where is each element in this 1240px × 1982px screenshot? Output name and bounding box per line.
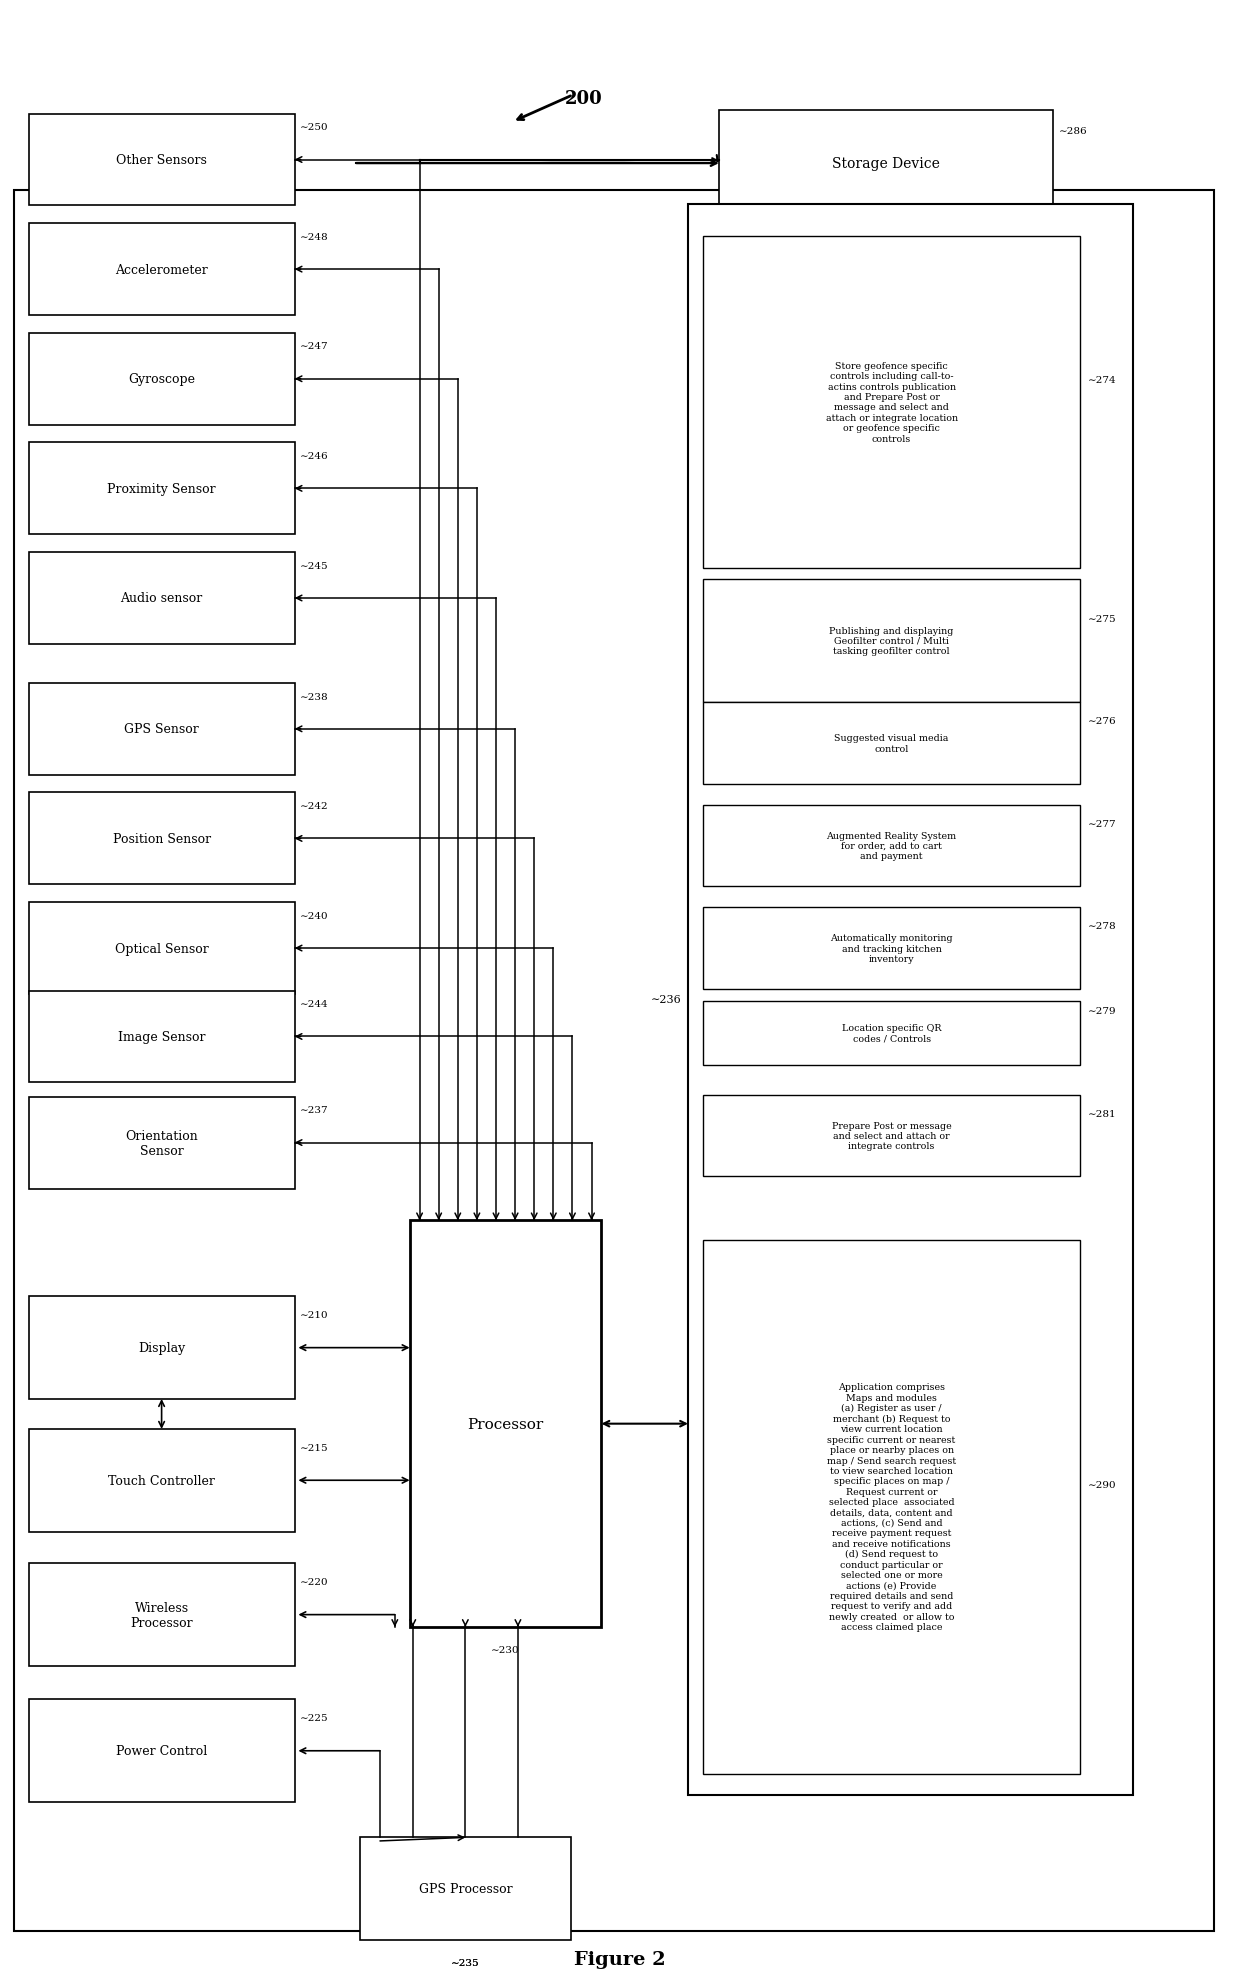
Text: Position Sensor: Position Sensor bbox=[113, 832, 211, 846]
Text: Location specific QR
codes / Controls: Location specific QR codes / Controls bbox=[842, 1025, 941, 1043]
Bar bbox=[29, 115, 295, 206]
Text: ∼230: ∼230 bbox=[491, 1645, 520, 1653]
Bar bbox=[409, 1221, 601, 1627]
Text: Augmented Reality System
for order, add to cart
and payment: Augmented Reality System for order, add … bbox=[827, 830, 956, 860]
Bar bbox=[29, 224, 295, 315]
Text: ∼286: ∼286 bbox=[1059, 127, 1087, 135]
Bar bbox=[29, 684, 295, 775]
Text: ∼277: ∼277 bbox=[1087, 819, 1116, 828]
Text: ∼248: ∼248 bbox=[300, 232, 329, 242]
Text: ∼245: ∼245 bbox=[300, 561, 329, 571]
Text: ∼238: ∼238 bbox=[300, 692, 329, 702]
Text: Application comprises
Maps and modules
(a) Register as user /
merchant (b) Reque: Application comprises Maps and modules (… bbox=[827, 1383, 956, 1631]
Text: Processor: Processor bbox=[467, 1417, 543, 1431]
Text: Touch Controller: Touch Controller bbox=[108, 1475, 215, 1486]
Bar bbox=[703, 1096, 1080, 1177]
Text: Figure 2: Figure 2 bbox=[574, 1950, 666, 1968]
Bar bbox=[703, 1241, 1080, 1774]
Text: ∼235: ∼235 bbox=[451, 1958, 480, 1966]
Text: ∼242: ∼242 bbox=[300, 803, 329, 811]
Bar bbox=[29, 1296, 295, 1399]
Text: Store geofence specific
controls including call-to-
actins controls publication
: Store geofence specific controls includi… bbox=[826, 361, 957, 444]
Text: ∼250: ∼250 bbox=[300, 123, 329, 133]
Bar bbox=[29, 553, 295, 644]
Text: Automatically monitoring
and tracking kitchen
inventory: Automatically monitoring and tracking ki… bbox=[831, 934, 952, 963]
Text: Optical Sensor: Optical Sensor bbox=[115, 941, 208, 955]
Text: Display: Display bbox=[138, 1342, 185, 1354]
Bar bbox=[29, 1701, 295, 1802]
Bar bbox=[29, 1429, 295, 1532]
Bar bbox=[703, 579, 1080, 704]
Bar bbox=[29, 333, 295, 426]
Text: ∼281: ∼281 bbox=[1087, 1110, 1116, 1118]
Text: ∼279: ∼279 bbox=[1087, 1007, 1116, 1015]
Text: ∼215: ∼215 bbox=[300, 1443, 329, 1453]
Text: ∼240: ∼240 bbox=[300, 912, 329, 920]
Text: Proximity Sensor: Proximity Sensor bbox=[108, 484, 216, 496]
Bar bbox=[29, 902, 295, 995]
Text: ∼210: ∼210 bbox=[300, 1310, 329, 1320]
Text: ∼278: ∼278 bbox=[1087, 922, 1116, 932]
Text: ∼237: ∼237 bbox=[300, 1106, 329, 1114]
Text: Other Sensors: Other Sensors bbox=[117, 155, 207, 166]
Bar bbox=[29, 1564, 295, 1667]
Bar bbox=[29, 793, 295, 886]
Text: ∼235: ∼235 bbox=[451, 1958, 480, 1966]
Bar bbox=[688, 204, 1133, 1796]
Text: ∼225: ∼225 bbox=[300, 1714, 329, 1722]
Bar bbox=[703, 1001, 1080, 1064]
Text: ∼276: ∼276 bbox=[1087, 717, 1116, 725]
Text: ∼247: ∼247 bbox=[300, 343, 329, 351]
Text: Accelerometer: Accelerometer bbox=[115, 264, 208, 277]
Bar bbox=[703, 805, 1080, 886]
Text: Power Control: Power Control bbox=[117, 1744, 207, 1758]
Text: GPS Sensor: GPS Sensor bbox=[124, 723, 198, 735]
Text: 200: 200 bbox=[564, 89, 603, 107]
Text: Prepare Post or message
and select and attach or
integrate controls: Prepare Post or message and select and a… bbox=[832, 1122, 951, 1152]
Bar bbox=[29, 1096, 295, 1189]
Bar bbox=[703, 236, 1080, 569]
Text: Storage Device: Storage Device bbox=[832, 157, 940, 170]
Text: Audio sensor: Audio sensor bbox=[120, 593, 202, 605]
Text: Image Sensor: Image Sensor bbox=[118, 1031, 206, 1043]
Text: Publishing and displaying
Geofilter control / Multi
tasking geofilter control: Publishing and displaying Geofilter cont… bbox=[830, 626, 954, 656]
Text: ∼246: ∼246 bbox=[300, 452, 329, 462]
Bar bbox=[14, 190, 1214, 1930]
Text: GPS Processor: GPS Processor bbox=[419, 1883, 512, 1895]
Text: ∼236: ∼236 bbox=[651, 995, 682, 1005]
Text: ∼220: ∼220 bbox=[300, 1578, 329, 1586]
Text: Wireless
Processor: Wireless Processor bbox=[130, 1601, 193, 1629]
Bar bbox=[703, 908, 1080, 989]
Bar bbox=[29, 991, 295, 1082]
Bar bbox=[703, 704, 1080, 785]
Text: ∼290: ∼290 bbox=[1087, 1481, 1116, 1488]
Bar bbox=[360, 1837, 570, 1940]
Text: Suggested visual media
control: Suggested visual media control bbox=[835, 733, 949, 753]
Text: ∼275: ∼275 bbox=[1087, 614, 1116, 624]
Bar bbox=[719, 111, 1053, 216]
Text: ∼274: ∼274 bbox=[1087, 377, 1116, 385]
Text: Gyroscope: Gyroscope bbox=[128, 373, 195, 386]
Bar bbox=[29, 444, 295, 535]
Text: ∼244: ∼244 bbox=[300, 999, 329, 1009]
Text: Orientation
Sensor: Orientation Sensor bbox=[125, 1130, 198, 1157]
